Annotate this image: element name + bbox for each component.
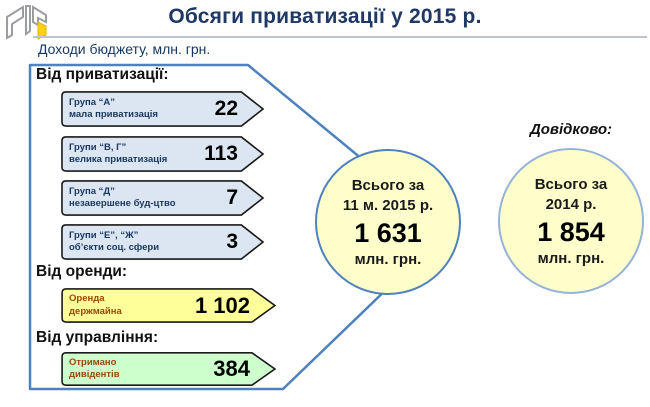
total-2014-caption-line1: Всього за bbox=[534, 176, 608, 193]
arrow-value: 3 bbox=[226, 230, 238, 253]
total-2015-unit: млн. грн. bbox=[354, 251, 422, 268]
total-2014-caption-line2: 2014 р. bbox=[545, 195, 597, 213]
arrow-value: 7 bbox=[226, 186, 238, 209]
arrow-label-line1: Група “А” bbox=[69, 96, 116, 108]
section-label-privatization: Від приватизації: bbox=[36, 66, 169, 83]
section-label-rent: Від оренди: bbox=[36, 263, 128, 280]
total-2015-circle: Всього за 11 м. 2015 р. 1 631 млн. грн. bbox=[315, 149, 461, 295]
arrow-label-line2: велика приватизація bbox=[69, 154, 168, 165]
arrow-label-line2: об’єкти соц. сфери bbox=[69, 242, 160, 253]
arrow-label-line1: Групи “В, Г” bbox=[69, 141, 127, 153]
arrow-shape-icon bbox=[60, 179, 265, 217]
arrow-groups-e-zh: Групи “Е”, “Ж” об’єкти соц. сфери 3 bbox=[60, 223, 265, 261]
total-2014-unit: млн. грн. bbox=[537, 250, 605, 267]
arrow-label-line2: незавершене буд-цтво bbox=[69, 198, 176, 209]
arrow-value: 113 bbox=[204, 142, 238, 165]
arrow-label-line1: Отримано bbox=[69, 356, 117, 368]
arrow-value: 384 bbox=[213, 356, 250, 381]
arrow-label-line2: дивідентів bbox=[69, 369, 120, 380]
arrow-group-a: Група “А” мала приватизація 22 bbox=[60, 90, 265, 128]
subtitle: Доходи бюджету, млн. грн. bbox=[38, 41, 211, 57]
section-label-management: Від управління: bbox=[36, 329, 159, 346]
fund-logo-icon bbox=[6, 5, 47, 40]
arrow-label-line1: Група “Д” bbox=[69, 185, 115, 197]
arrow-shape-icon bbox=[60, 90, 265, 128]
arrow-value: 22 bbox=[214, 97, 238, 120]
arrow-label-line1: Оренда bbox=[69, 293, 105, 305]
page-title: Обсяги приватизації у 2015 р. bbox=[168, 5, 482, 28]
arrow-label-line1: Групи “Е”, “Ж” bbox=[69, 229, 139, 241]
arrow-shape-icon bbox=[60, 223, 265, 261]
total-2014-circle: Всього за 2014 р. 1 854 млн. грн. bbox=[498, 148, 644, 294]
arrow-label-line2: мала приватизація bbox=[69, 109, 158, 120]
total-2015-caption-line1: Всього за bbox=[351, 177, 425, 194]
arrow-shape-icon bbox=[60, 287, 277, 324]
arrow-value: 1 102 bbox=[194, 292, 250, 318]
title-divider bbox=[33, 36, 647, 38]
arrow-groups-v-g: Групи “В, Г” велика приватизація 113 bbox=[60, 135, 265, 173]
arrow-state-property-rent: Оренда держмайна 1 102 bbox=[60, 287, 277, 324]
arrow-group-d: Група “Д” незавершене буд-цтво 7 bbox=[60, 179, 265, 217]
arrow-shape-icon bbox=[60, 135, 265, 173]
arrow-label-line2: держмайна bbox=[69, 305, 122, 317]
total-2014-value: 1 854 bbox=[537, 217, 605, 247]
arrow-dividends-received: Отримано дивідентів 384 bbox=[60, 351, 277, 387]
reference-label: Довідково: bbox=[529, 121, 613, 138]
arrow-shape-icon bbox=[60, 351, 277, 387]
total-2015-caption-line2: 11 м. 2015 р. bbox=[342, 196, 434, 214]
total-2015-value: 1 631 bbox=[354, 218, 422, 248]
